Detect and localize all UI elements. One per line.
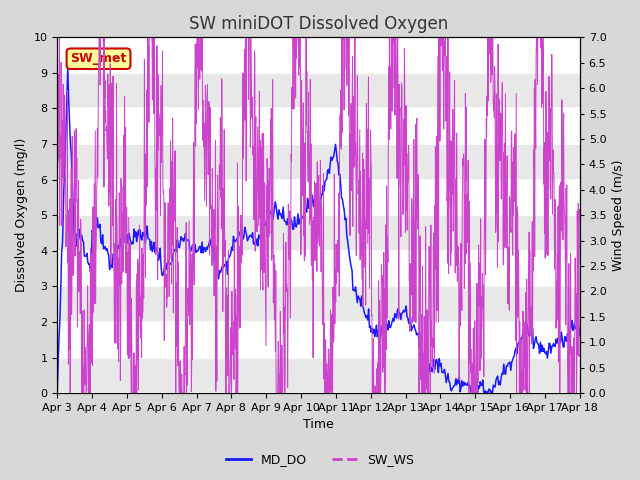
Bar	[57, 358, 580, 393]
Text: SW_met: SW_met	[70, 52, 127, 65]
Bar	[57, 73, 580, 108]
Y-axis label: Wind Speed (m/s): Wind Speed (m/s)	[612, 159, 625, 271]
Bar	[57, 108, 580, 144]
Bar	[57, 144, 580, 180]
Bar	[57, 322, 580, 358]
Bar	[57, 37, 580, 73]
Bar	[57, 251, 580, 287]
Bar	[57, 180, 580, 215]
Bar	[57, 287, 580, 322]
Legend: MD_DO, SW_WS: MD_DO, SW_WS	[221, 448, 419, 471]
Title: SW miniDOT Dissolved Oxygen: SW miniDOT Dissolved Oxygen	[189, 15, 448, 33]
Bar	[57, 215, 580, 251]
X-axis label: Time: Time	[303, 419, 334, 432]
Y-axis label: Dissolved Oxygen (mg/l): Dissolved Oxygen (mg/l)	[15, 138, 28, 292]
